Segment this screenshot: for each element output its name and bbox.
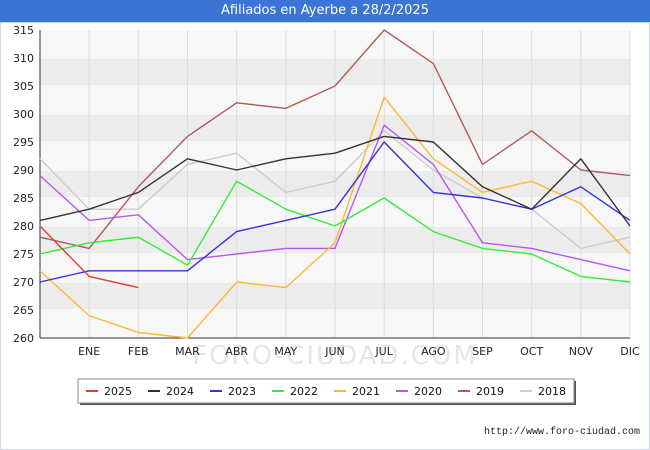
- series-line-2025: [39, 225, 139, 289]
- x-tick-label: MAY: [274, 345, 297, 358]
- legend-label: 2025: [104, 385, 132, 398]
- x-tick-label: MAR: [175, 345, 200, 358]
- y-tick-label: 275: [13, 248, 34, 261]
- legend-label: 2024: [166, 385, 194, 398]
- x-tick-label: FEB: [128, 345, 149, 358]
- y-tick-label: 285: [13, 192, 34, 205]
- x-tick-label: AGO: [421, 345, 446, 358]
- y-tick-label: 265: [13, 304, 34, 317]
- y-tick-label: 305: [13, 80, 34, 93]
- x-tick-label: JUL: [374, 345, 393, 358]
- y-tick-label: 280: [13, 220, 34, 233]
- x-tick-label: ABR: [225, 345, 248, 358]
- x-tick-label: OCT: [520, 345, 543, 358]
- legend-label: 2023: [228, 385, 256, 398]
- legend-label: 2020: [414, 385, 442, 398]
- y-tick-label: 300: [13, 108, 34, 121]
- watermark: FORO-CIUDAD.COM: [192, 341, 478, 371]
- series-line-2022: [39, 180, 631, 283]
- legend-label: 2021: [352, 385, 380, 398]
- series-line-2020: [39, 124, 631, 272]
- chart-title: Afiliados en Ayerbe a 28/2/2025: [0, 0, 650, 22]
- x-tick-label: JUN: [324, 345, 345, 358]
- series-lines: [39, 29, 631, 339]
- axes: 260 265 270 275 280 285 290 295 300 305 310 315 ENE F…: [13, 24, 640, 358]
- x-tick-label: NOV: [569, 345, 594, 358]
- y-tick-label: 295: [13, 136, 34, 149]
- y-tick-label: 315: [13, 24, 34, 37]
- footer-credit: http://www.foro-ciudad.com: [483, 427, 640, 438]
- legend: 2025 2024 2023 2022 2021 2020 2019 2018: [77, 378, 576, 405]
- legend-label: 2018: [538, 385, 566, 398]
- y-tick-label: 270: [13, 276, 34, 289]
- y-tick-label: 290: [13, 164, 34, 177]
- y-tick-label: 310: [13, 52, 34, 65]
- series-line-2019: [39, 29, 631, 250]
- x-tick-label: SEP: [472, 345, 493, 358]
- x-tick-label: DIC: [620, 345, 640, 358]
- y-tick-label: 260: [13, 332, 34, 345]
- series-line-2021: [39, 96, 631, 339]
- x-tick-label: ENE: [78, 345, 100, 358]
- legend-box: [77, 378, 575, 404]
- series-line-2024: [39, 135, 631, 227]
- legend-label: 2019: [476, 385, 504, 398]
- legend-label: 2022: [290, 385, 318, 398]
